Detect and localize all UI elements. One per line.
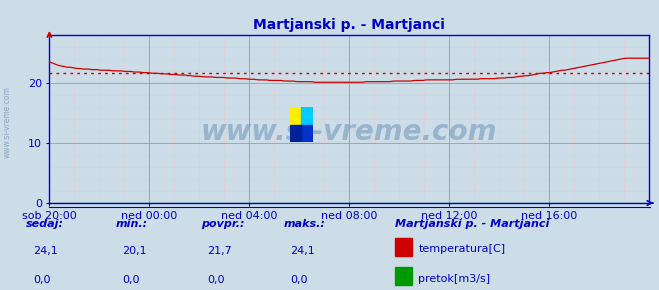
Bar [301,125,313,142]
Bar [290,125,301,142]
Bar [290,107,301,125]
Text: 0,0: 0,0 [122,276,140,285]
Text: temperatura[C]: temperatura[C] [418,244,505,254]
Text: www.si-vreme.com: www.si-vreme.com [3,86,12,158]
Text: www.si-vreme.com: www.si-vreme.com [201,118,498,146]
Text: 20,1: 20,1 [122,246,146,256]
Text: 0,0: 0,0 [208,276,225,285]
Text: povpr.:: povpr.: [201,219,244,229]
Text: 24,1: 24,1 [290,246,315,256]
Text: 21,7: 21,7 [208,246,233,256]
Text: Martjanski p. - Martjanci: Martjanski p. - Martjanci [395,219,550,229]
Text: sedaj:: sedaj: [26,219,65,229]
Text: 0,0: 0,0 [290,276,308,285]
Bar [395,238,412,256]
Bar [395,267,412,285]
Title: Martjanski p. - Martjanci: Martjanski p. - Martjanci [253,18,445,32]
Text: min.:: min.: [115,219,148,229]
Text: maks.:: maks.: [283,219,326,229]
Bar [301,107,313,125]
Text: 0,0: 0,0 [33,276,51,285]
Text: pretok[m3/s]: pretok[m3/s] [418,274,490,284]
Text: 24,1: 24,1 [33,246,58,256]
